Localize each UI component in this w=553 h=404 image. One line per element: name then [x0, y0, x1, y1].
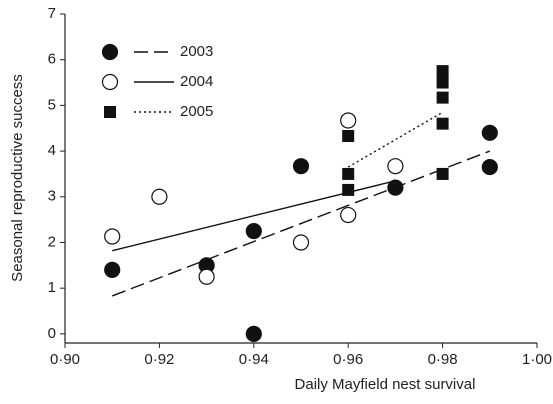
y-tick-label: 0: [48, 325, 56, 342]
x-tick-label: 0·96: [333, 351, 363, 368]
marker: [198, 268, 215, 285]
marker: [436, 117, 449, 130]
marker: [340, 206, 357, 224]
legend-marker: [101, 43, 119, 61]
y-tick-label: 7: [48, 5, 56, 22]
marker: [481, 124, 498, 141]
fit-line: [347, 111, 443, 168]
marker: [292, 234, 310, 251]
marker: [387, 179, 404, 196]
legend-label: 2005: [180, 103, 213, 120]
marker: [292, 158, 310, 175]
legend-marker: [104, 106, 116, 118]
marker: [342, 167, 355, 180]
marker: [342, 130, 355, 143]
marker: [245, 222, 262, 240]
y-tick-label: 1: [48, 279, 56, 296]
y-tick-label: 3: [48, 188, 56, 205]
y-tick-label: 6: [48, 51, 56, 68]
marker: [436, 76, 449, 89]
y-tick-label: 4: [48, 142, 56, 159]
marker: [340, 112, 357, 129]
marker: [151, 188, 168, 205]
x-tick-label: 0·90: [50, 351, 80, 368]
fit-line: [111, 150, 491, 297]
marker: [104, 261, 121, 278]
legend-label: 2004: [180, 73, 213, 90]
marker: [436, 65, 449, 78]
marker: [436, 167, 449, 180]
marker: [104, 228, 121, 245]
marker: [436, 91, 449, 104]
marker: [387, 158, 404, 175]
x-tick-label: 0·92: [144, 351, 174, 368]
marker: [481, 158, 498, 176]
marker: [245, 325, 262, 342]
marker: [342, 183, 355, 196]
y-axis-label: Seasonal reproductive success: [9, 74, 26, 282]
x-axis-label: Daily Mayfield nest survival: [295, 376, 476, 393]
legend-marker: [101, 73, 119, 91]
y-tick-label: 5: [48, 96, 56, 113]
legend-label: 2003: [180, 43, 213, 60]
x-tick-label: 0·98: [428, 351, 458, 368]
x-tick-label: 1·00: [522, 351, 552, 368]
x-tick-label: 0·94: [239, 351, 269, 368]
y-tick-label: 2: [48, 233, 56, 250]
